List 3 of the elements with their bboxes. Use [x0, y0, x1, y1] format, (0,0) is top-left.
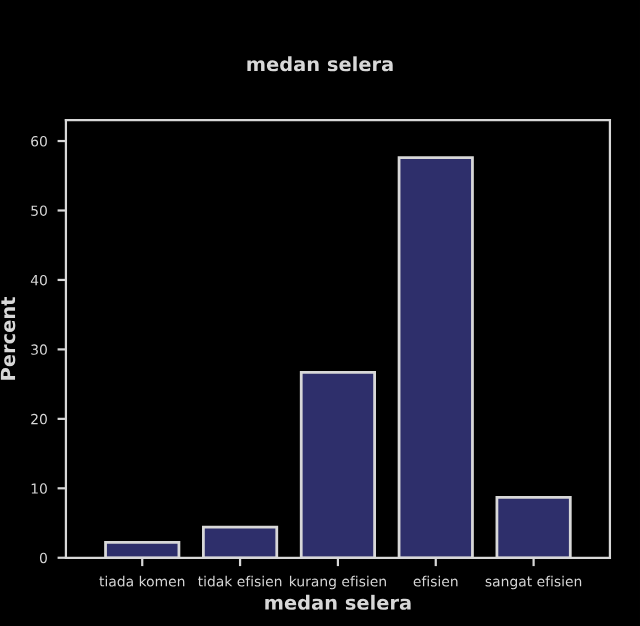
- chart-title: medan selera: [247, 56, 393, 72]
- y-axis-title: Percent: [0, 296, 16, 380]
- x-axis-title: medan selera: [265, 594, 411, 610]
